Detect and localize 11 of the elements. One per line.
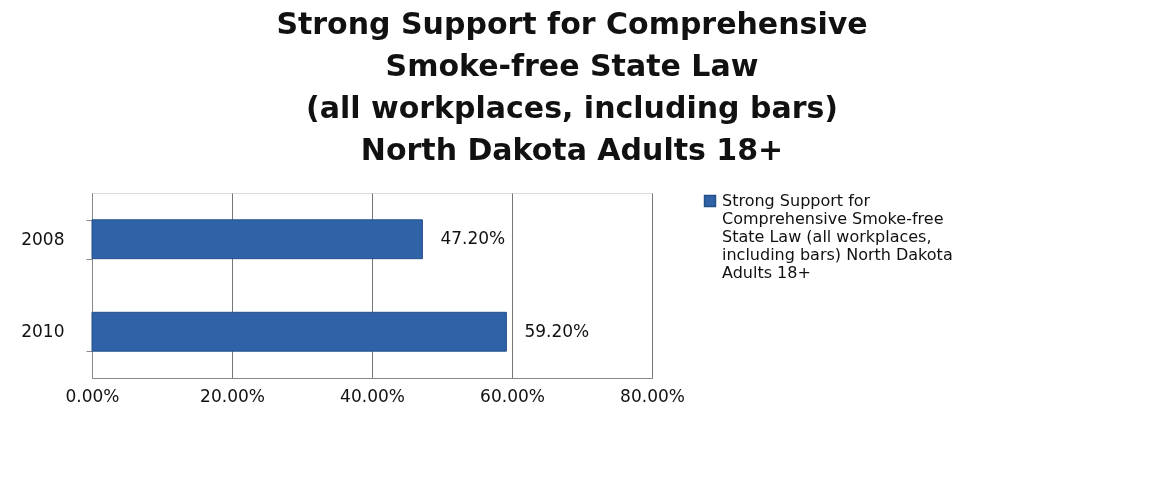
y-tick-label: 2010 — [21, 321, 65, 342]
x-tick-label: 20.00% — [200, 385, 265, 406]
chart-title: Strong Support for Comprehensive Smoke-free State Law (all workplaces, including bars) North Dakota Adults 18+ — [276, 6, 868, 167]
x-tick-label: 80.00% — [620, 385, 685, 406]
x-tick-label: 60.00% — [480, 385, 545, 406]
x-tick-label: 0.00% — [65, 385, 120, 406]
data-label: 59.20% — [524, 320, 590, 341]
x-tick-label: 40.00% — [340, 385, 405, 406]
data-label: 47.20% — [440, 228, 506, 249]
y-tick-label: 2008 — [21, 228, 65, 249]
legend-label: Strong Support for Comprehensive Smoke-free State Law (all workplaces, including bars) North Dakota Adults 18+ — [722, 191, 953, 282]
